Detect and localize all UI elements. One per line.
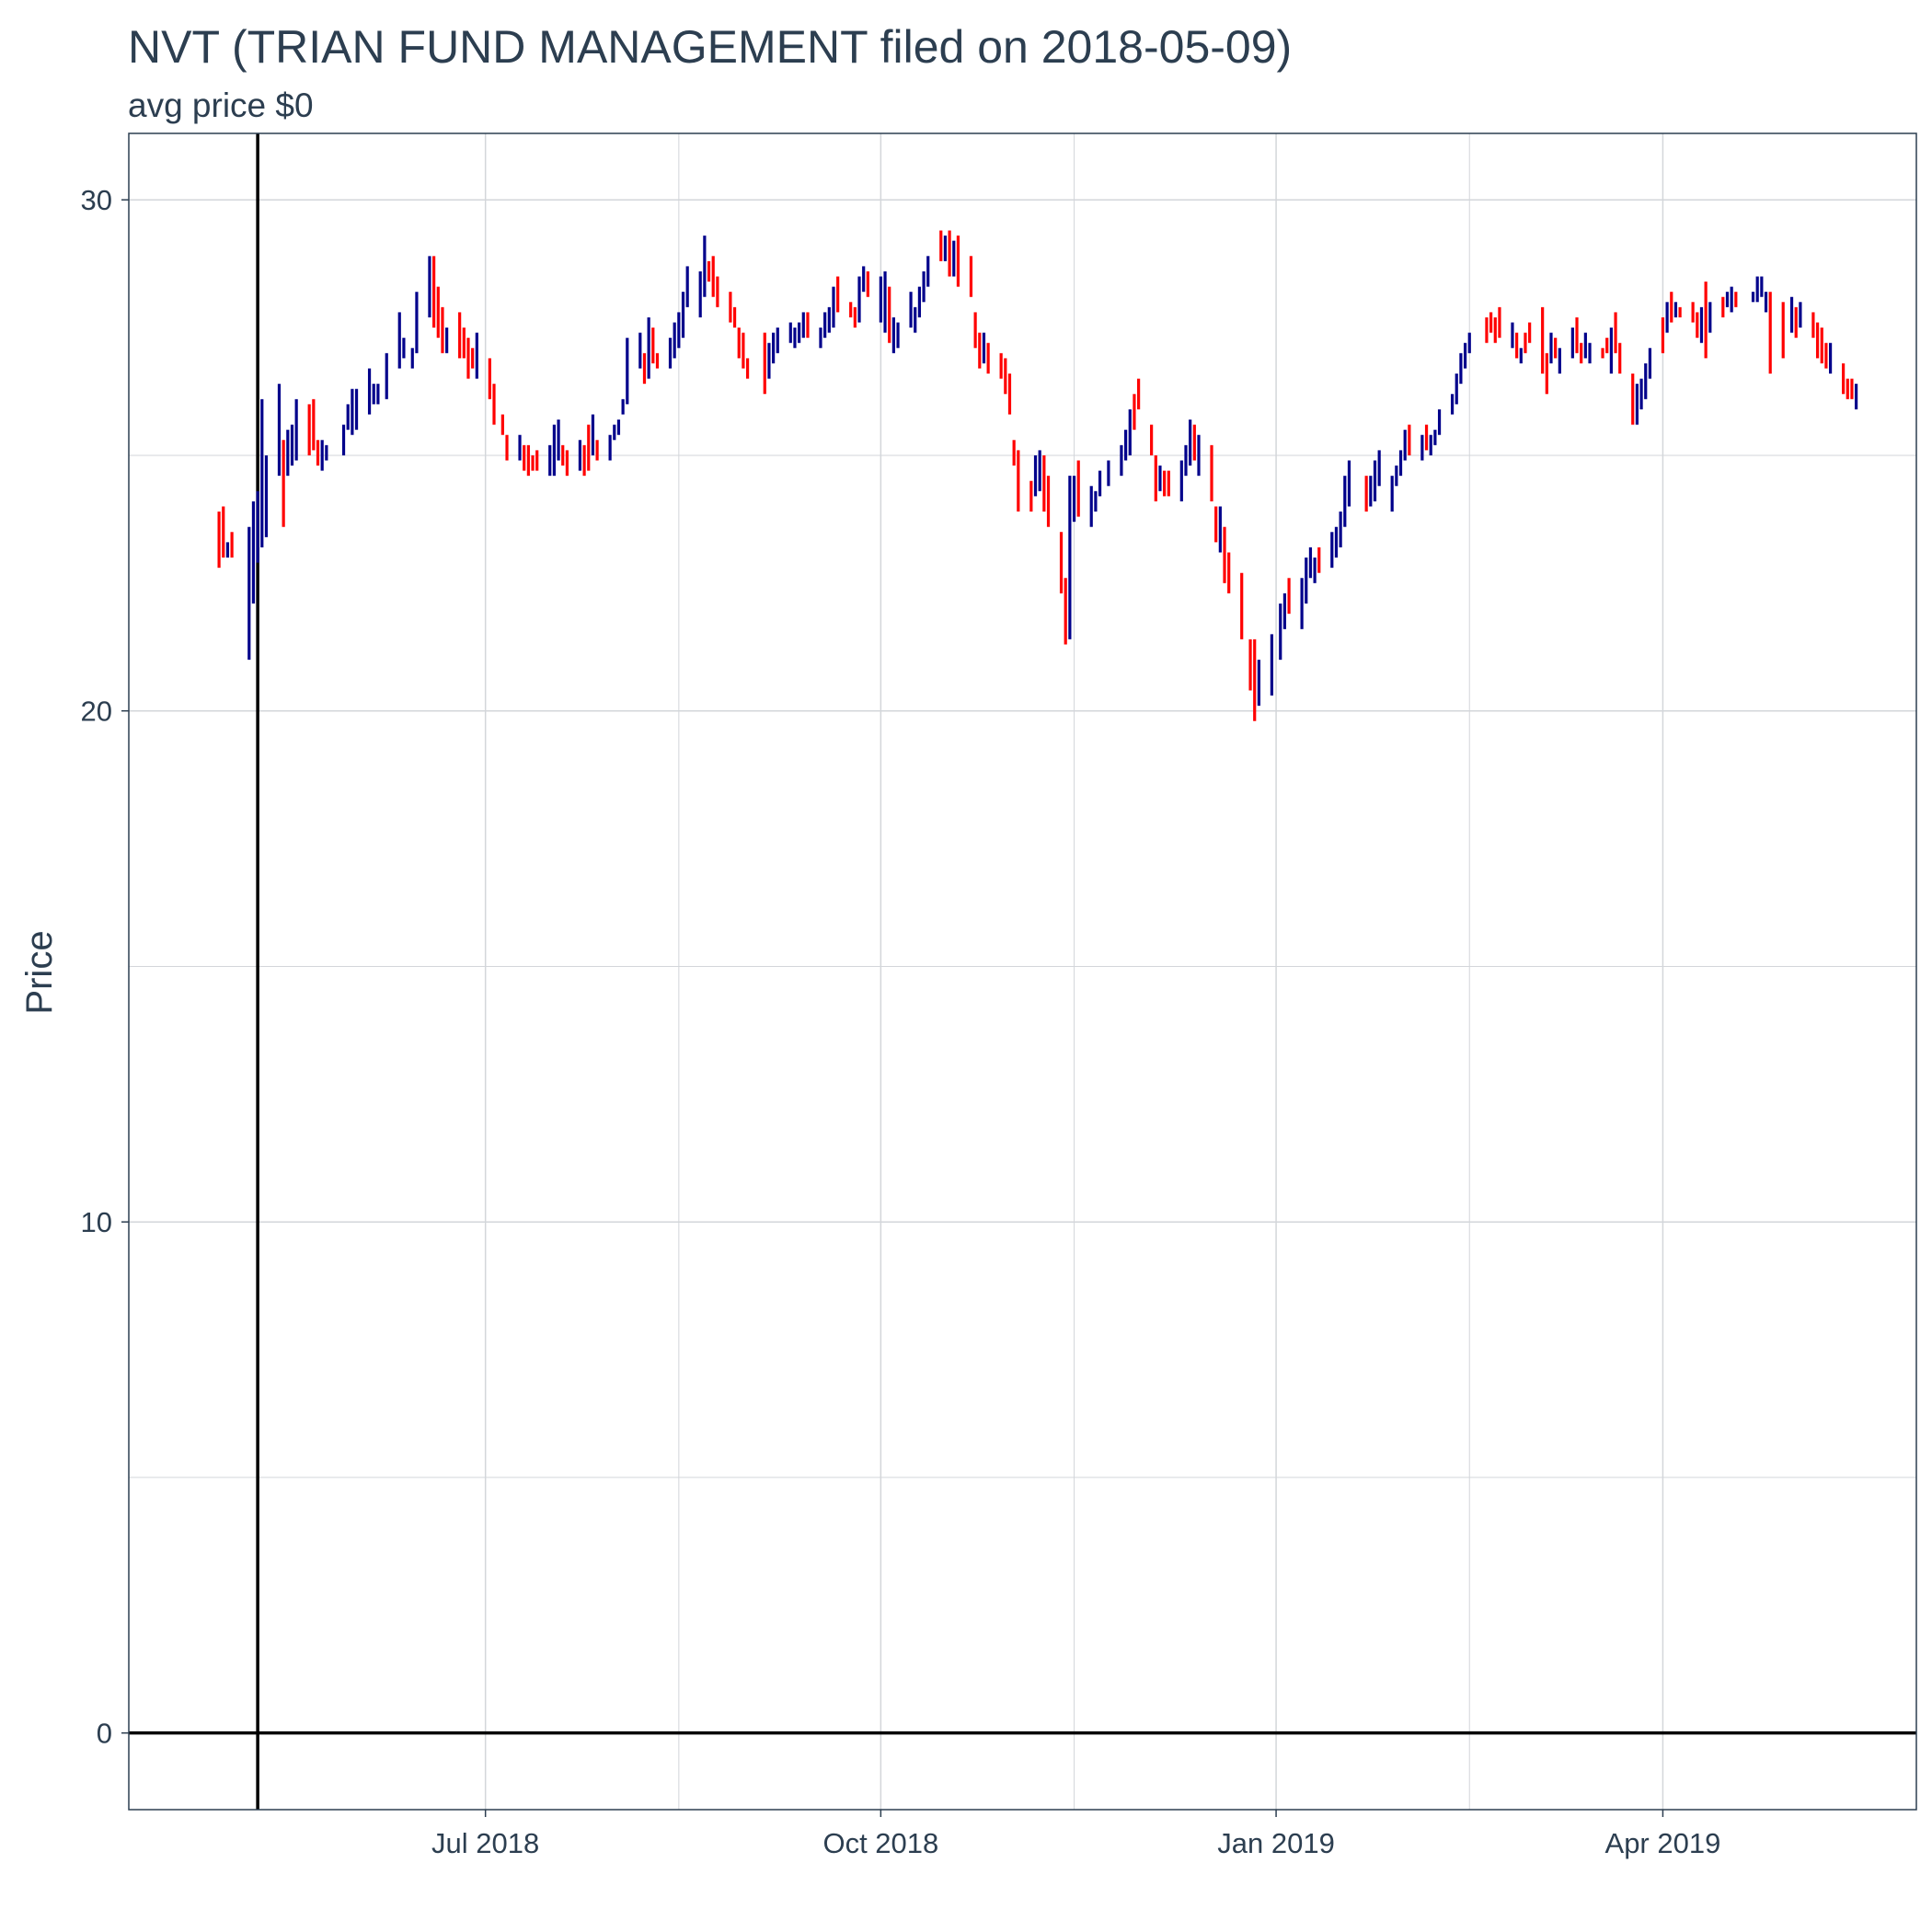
chart-title: NVT (TRIAN FUND MANAGEMENT filed on 2018… — [128, 21, 1292, 73]
y-tick-label: 0 — [97, 1718, 112, 1750]
ohlc-bars — [217, 230, 1858, 721]
x-tick-label: Apr 2019 — [1605, 1827, 1721, 1859]
plot-panel-border — [128, 132, 1917, 1811]
x-tick-label: Oct 2018 — [822, 1827, 938, 1859]
x-axis-ticks: Jul 2018 Oct 2018 Jan 2019 Apr 2019 — [431, 1810, 1720, 1859]
x-tick-label: Jul 2018 — [431, 1827, 539, 1859]
chart-subtitle: avg price $0 — [128, 86, 314, 124]
y-axis-ticks: 0 10 20 30 — [81, 184, 129, 1750]
y-tick-label: 20 — [81, 696, 112, 728]
y-tick-label: 10 — [81, 1206, 112, 1238]
grid-lines — [129, 133, 1916, 1810]
x-tick-label: Jan 2019 — [1217, 1827, 1335, 1859]
y-axis-label: Price — [19, 930, 60, 1014]
reference-lines — [129, 133, 1916, 1810]
y-tick-label: 30 — [81, 184, 112, 216]
